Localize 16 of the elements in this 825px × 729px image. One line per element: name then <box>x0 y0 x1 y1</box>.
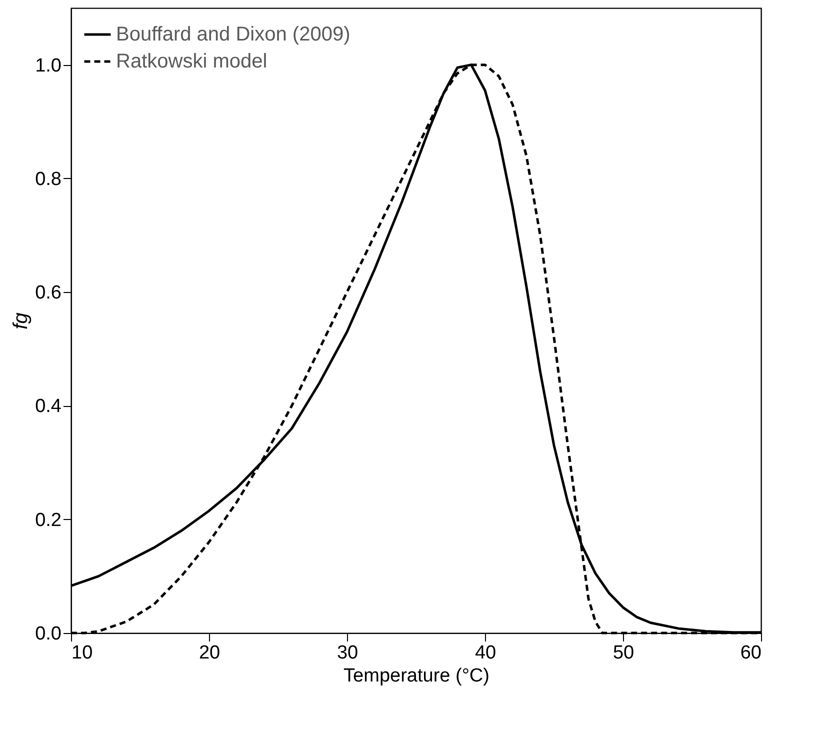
y-tick-label: 1.0 <box>35 55 62 76</box>
y-tick-label: 0.6 <box>35 282 62 304</box>
y-tick-label: 0.8 <box>35 168 62 190</box>
x-tick-label: 40 <box>474 642 496 664</box>
y-tick-label: 0.4 <box>35 396 62 418</box>
legend-label: Bouffard and Dixon (2009) <box>116 24 350 46</box>
x-tick-label: 50 <box>612 642 634 664</box>
x-tick-label: 30 <box>336 642 358 664</box>
y-tick-label: 0.2 <box>35 510 62 531</box>
legend-label: Ratkowski model <box>116 50 268 72</box>
x-tick-label: 10 <box>72 642 93 664</box>
x-tick-label: 60 <box>740 642 762 664</box>
x-axis-title: Temperature (°C) <box>344 666 490 686</box>
y-axis-title: fg <box>10 312 32 330</box>
y-tick-label: 0.0 <box>35 624 62 644</box>
x-tick-label: 20 <box>198 642 220 664</box>
